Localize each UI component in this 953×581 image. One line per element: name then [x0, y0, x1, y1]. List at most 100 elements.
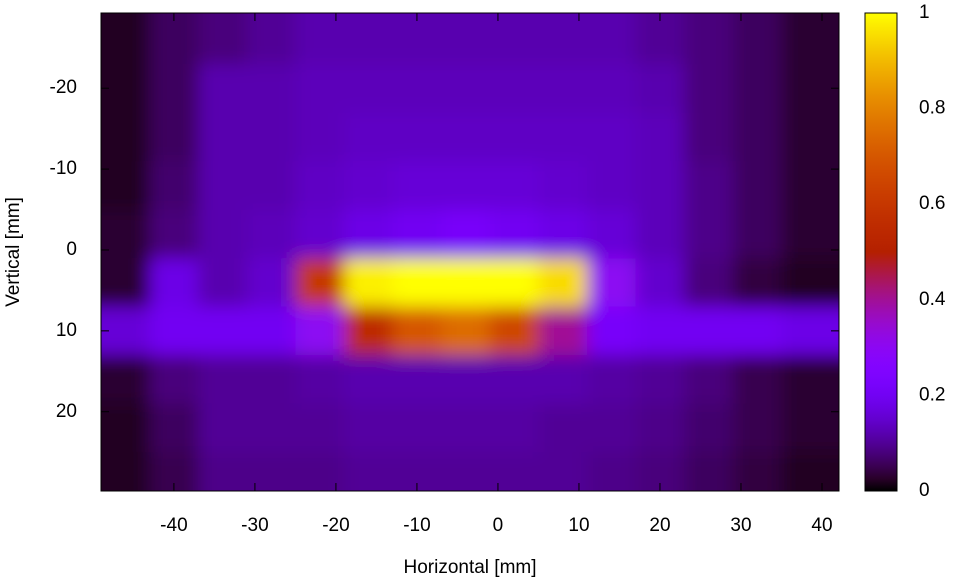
heat-cell — [489, 306, 539, 356]
heat-cell — [489, 258, 539, 308]
heat-cell — [198, 161, 248, 211]
heat-cell — [489, 13, 539, 65]
heat-cell — [246, 161, 296, 211]
heat-cell — [392, 403, 442, 453]
heat-cell — [781, 258, 839, 308]
heat-cell — [538, 161, 588, 211]
heat-cell — [684, 63, 734, 113]
heat-cell — [441, 63, 491, 113]
heat-cell — [635, 306, 685, 356]
heat-cell — [441, 209, 491, 259]
heat-cell — [344, 452, 394, 491]
heat-cell — [441, 452, 491, 491]
heat-cell — [538, 306, 588, 356]
heat-cell — [538, 13, 588, 65]
heat-cell — [441, 355, 491, 405]
heat-cell — [295, 112, 345, 162]
x-tick-label: 0 — [493, 515, 504, 536]
heat-cell — [101, 452, 151, 491]
heatmap — [101, 13, 839, 491]
heat-cell — [441, 403, 491, 453]
heat-cell — [732, 63, 782, 113]
heat-cell — [149, 161, 199, 211]
colorbar-tick-label: 0.4 — [919, 289, 946, 310]
heat-cell — [781, 161, 839, 211]
heat-cell — [246, 209, 296, 259]
heat-cell — [198, 403, 248, 453]
heat-cell — [684, 403, 734, 453]
heat-cell — [732, 209, 782, 259]
heat-cell — [149, 209, 199, 259]
x-tick-label: -30 — [241, 515, 268, 536]
heat-cell — [295, 258, 345, 308]
heat-cell — [392, 258, 442, 308]
heat-cell — [344, 209, 394, 259]
heat-cell — [781, 63, 839, 113]
heat-cell — [684, 112, 734, 162]
heat-cell — [635, 209, 685, 259]
colorbar-tick-label: 1 — [919, 2, 930, 23]
heat-cell — [441, 258, 491, 308]
heat-cell — [441, 13, 491, 65]
heat-cell — [489, 161, 539, 211]
heat-cell — [635, 161, 685, 211]
heat-cell — [392, 112, 442, 162]
heat-cell — [101, 161, 151, 211]
heat-cell — [635, 258, 685, 308]
x-axis-label: Horizontal [mm] — [403, 557, 536, 578]
heat-cell — [489, 209, 539, 259]
heat-cell — [149, 403, 199, 453]
heat-cell — [198, 452, 248, 491]
heat-cell — [295, 13, 345, 65]
heat-cell — [684, 355, 734, 405]
heat-cell — [538, 258, 588, 308]
x-tick-label: -40 — [160, 515, 187, 536]
heat-cell — [344, 161, 394, 211]
y-tick-label: 0 — [66, 239, 77, 260]
heat-cell — [732, 306, 782, 356]
heat-cell — [684, 209, 734, 259]
heat-cell — [684, 452, 734, 491]
heat-cell — [489, 112, 539, 162]
heat-cell — [538, 355, 588, 405]
heat-cell — [684, 258, 734, 308]
heat-cell — [538, 403, 588, 453]
heat-cell — [392, 306, 442, 356]
colorbar-tick-label: 0.6 — [919, 193, 945, 214]
heat-cell — [246, 63, 296, 113]
heat-cell — [684, 13, 734, 65]
y-tick-label: -20 — [50, 77, 77, 98]
heat-cell — [101, 112, 151, 162]
heat-cell — [732, 13, 782, 65]
colorbar-tick-label: 0.2 — [919, 384, 945, 405]
y-axis-label: Vertical [mm] — [3, 197, 24, 307]
heat-cell — [587, 63, 637, 113]
heat-cell — [392, 161, 442, 211]
heat-cell — [198, 112, 248, 162]
heat-cell — [344, 63, 394, 113]
heat-cell — [295, 63, 345, 113]
heat-cell — [781, 403, 839, 453]
heat-cell — [149, 13, 199, 65]
heat-cell — [538, 63, 588, 113]
heat-cell — [684, 161, 734, 211]
heat-cell — [392, 355, 442, 405]
heat-cell — [635, 403, 685, 453]
heat-cell — [344, 306, 394, 356]
heat-cell — [246, 403, 296, 453]
heat-cell — [732, 403, 782, 453]
heat-cell — [149, 63, 199, 113]
heat-cell — [295, 355, 345, 405]
heat-cell — [441, 306, 491, 356]
heat-cell — [732, 161, 782, 211]
heat-cell — [198, 63, 248, 113]
heat-cell — [198, 258, 248, 308]
heat-cell — [295, 403, 345, 453]
heat-cell — [344, 112, 394, 162]
heat-cell — [149, 258, 199, 308]
y-tick-label: -10 — [50, 158, 77, 179]
heat-cell — [635, 355, 685, 405]
heat-cell — [198, 13, 248, 65]
heat-cell — [295, 306, 345, 356]
